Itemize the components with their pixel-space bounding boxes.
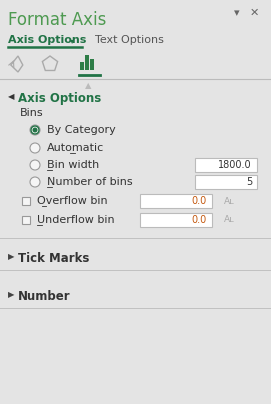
FancyBboxPatch shape: [195, 158, 257, 172]
FancyBboxPatch shape: [85, 55, 89, 70]
FancyBboxPatch shape: [22, 197, 30, 205]
FancyBboxPatch shape: [140, 194, 212, 208]
Text: ✕: ✕: [249, 8, 259, 18]
Text: 0.0: 0.0: [192, 196, 207, 206]
Text: ▲: ▲: [85, 81, 91, 90]
Circle shape: [33, 128, 37, 133]
FancyBboxPatch shape: [90, 59, 94, 70]
Text: Overflow bin: Overflow bin: [37, 196, 108, 206]
Text: Text Options: Text Options: [95, 35, 164, 45]
Text: 1800.0: 1800.0: [218, 160, 252, 170]
Text: Automatic: Automatic: [47, 143, 104, 153]
FancyBboxPatch shape: [140, 213, 212, 227]
Text: Aʟ: Aʟ: [224, 196, 235, 206]
Text: Tick Marks: Tick Marks: [18, 252, 89, 265]
Text: Number: Number: [18, 290, 71, 303]
Circle shape: [30, 125, 40, 135]
Text: Underflow bin: Underflow bin: [37, 215, 115, 225]
Text: Format Axis: Format Axis: [8, 11, 107, 29]
FancyBboxPatch shape: [195, 175, 257, 189]
Text: 5: 5: [246, 177, 252, 187]
Text: Axis Options: Axis Options: [18, 92, 101, 105]
Text: By Category: By Category: [47, 125, 116, 135]
Text: ◀: ◀: [8, 92, 15, 101]
Text: ▾: ▾: [234, 8, 240, 18]
Text: Bin width: Bin width: [47, 160, 99, 170]
Text: ▾: ▾: [70, 36, 74, 46]
Text: Number of bins: Number of bins: [47, 177, 133, 187]
Text: Aʟ: Aʟ: [224, 215, 235, 225]
Text: ▶: ▶: [8, 290, 15, 299]
Circle shape: [30, 143, 40, 153]
Text: Bins: Bins: [20, 108, 44, 118]
Text: Axis Options: Axis Options: [8, 35, 86, 45]
Text: ▶: ▶: [8, 252, 15, 261]
FancyBboxPatch shape: [80, 62, 84, 70]
Text: 0.0: 0.0: [192, 215, 207, 225]
FancyBboxPatch shape: [22, 216, 30, 224]
Circle shape: [30, 177, 40, 187]
Circle shape: [30, 160, 40, 170]
